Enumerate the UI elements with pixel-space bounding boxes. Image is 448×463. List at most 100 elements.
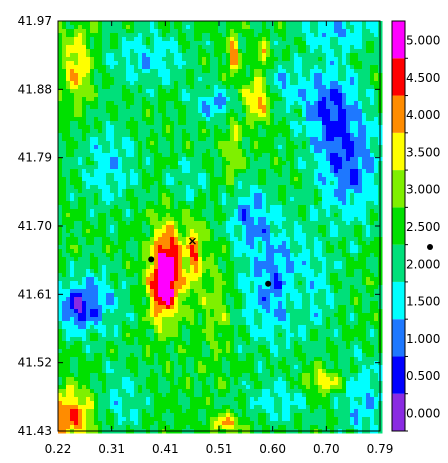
contour-cell <box>58 253 63 258</box>
contour-cell <box>158 141 163 146</box>
contour-cell <box>266 241 271 246</box>
contour-cell <box>218 213 223 218</box>
contour-cell <box>270 29 275 34</box>
contour-cell <box>102 77 107 82</box>
contour-cell <box>122 81 127 86</box>
contour-cell <box>150 213 155 218</box>
contour-cell <box>234 229 239 234</box>
contour-cell <box>130 201 135 206</box>
contour-cell <box>302 97 307 102</box>
contour-cell <box>270 57 275 62</box>
contour-cell <box>254 189 259 194</box>
contour-cell <box>334 201 339 206</box>
contour-cell <box>70 177 75 182</box>
contour-cell <box>258 265 263 270</box>
contour-cell <box>118 73 123 78</box>
contour-cell <box>250 181 255 186</box>
contour-cell <box>98 121 103 126</box>
contour-cell <box>130 157 135 162</box>
contour-cell <box>338 225 343 230</box>
contour-cell <box>194 117 199 122</box>
contour-cell <box>354 29 359 34</box>
contour-cell <box>82 213 87 218</box>
contour-cell <box>250 21 255 26</box>
contour-cell <box>274 133 279 138</box>
contour-cell <box>62 61 67 66</box>
contour-cell <box>122 197 127 202</box>
contour-cell <box>82 141 87 146</box>
contour-cell <box>122 125 127 130</box>
contour-cell <box>202 181 207 186</box>
contour-cell <box>174 57 179 62</box>
contour-cell <box>362 41 367 46</box>
contour-cell <box>126 57 131 62</box>
contour-cell <box>134 145 139 150</box>
contour-cell <box>186 173 191 178</box>
contour-cell <box>102 125 107 130</box>
contour-cell <box>122 61 127 66</box>
contour-cell <box>274 241 279 246</box>
contour-cell <box>126 121 131 126</box>
contour-cell <box>242 189 247 194</box>
contour-cell <box>326 49 331 54</box>
contour-cell <box>298 185 303 190</box>
contour-cell <box>230 177 235 182</box>
contour-cell <box>70 105 75 110</box>
contour-cell <box>206 209 211 214</box>
contour-cell <box>242 265 247 270</box>
contour-cell <box>318 249 323 254</box>
contour-cell <box>82 253 87 258</box>
contour-cell <box>334 113 339 118</box>
contour-cell <box>266 73 271 78</box>
contour-cell <box>322 165 327 170</box>
contour-cell <box>74 201 79 206</box>
contour-cell <box>86 109 91 114</box>
contour-cell <box>330 185 335 190</box>
contour-cell <box>134 161 139 166</box>
contour-cell <box>206 257 211 262</box>
contour-cell <box>186 85 191 90</box>
contour-cell <box>206 21 211 26</box>
contour-cell <box>254 65 259 70</box>
contour-cell <box>334 53 339 58</box>
contour-cell <box>98 245 103 250</box>
contour-cell <box>306 25 311 30</box>
contour-cell <box>238 253 243 258</box>
contour-cell <box>62 69 67 74</box>
contour-cell <box>74 177 79 182</box>
contour-cell <box>338 129 343 134</box>
contour-cell <box>202 169 207 174</box>
contour-cell <box>226 205 231 210</box>
contour-cell <box>370 73 375 78</box>
contour-cell <box>342 145 347 150</box>
contour-cell <box>174 37 179 42</box>
contour-cell <box>250 61 255 66</box>
contour-cell <box>66 117 71 122</box>
contour-cell <box>90 189 95 194</box>
contour-cell <box>158 173 163 178</box>
contour-cell <box>286 237 291 242</box>
contour-cell <box>82 149 87 154</box>
contour-cell <box>354 101 359 106</box>
contour-cell <box>126 73 131 78</box>
contour-cell <box>190 181 195 186</box>
contour-cell <box>254 157 259 162</box>
contour-cell <box>278 149 283 154</box>
contour-cell <box>162 49 167 54</box>
contour-cell <box>194 173 199 178</box>
contour-cell <box>342 221 347 226</box>
contour-cell <box>242 101 247 106</box>
contour-cell <box>66 141 71 146</box>
contour-cell <box>58 45 63 50</box>
contour-cell <box>242 21 247 26</box>
contour-cell <box>314 133 319 138</box>
contour-cell <box>110 117 115 122</box>
contour-cell <box>78 125 83 130</box>
contour-cell <box>106 77 111 82</box>
contour-cell <box>326 93 331 98</box>
contour-cell <box>286 153 291 158</box>
contour-cell <box>246 69 251 74</box>
contour-cell <box>310 21 315 26</box>
contour-cell <box>102 241 107 246</box>
contour-cell <box>174 41 179 46</box>
